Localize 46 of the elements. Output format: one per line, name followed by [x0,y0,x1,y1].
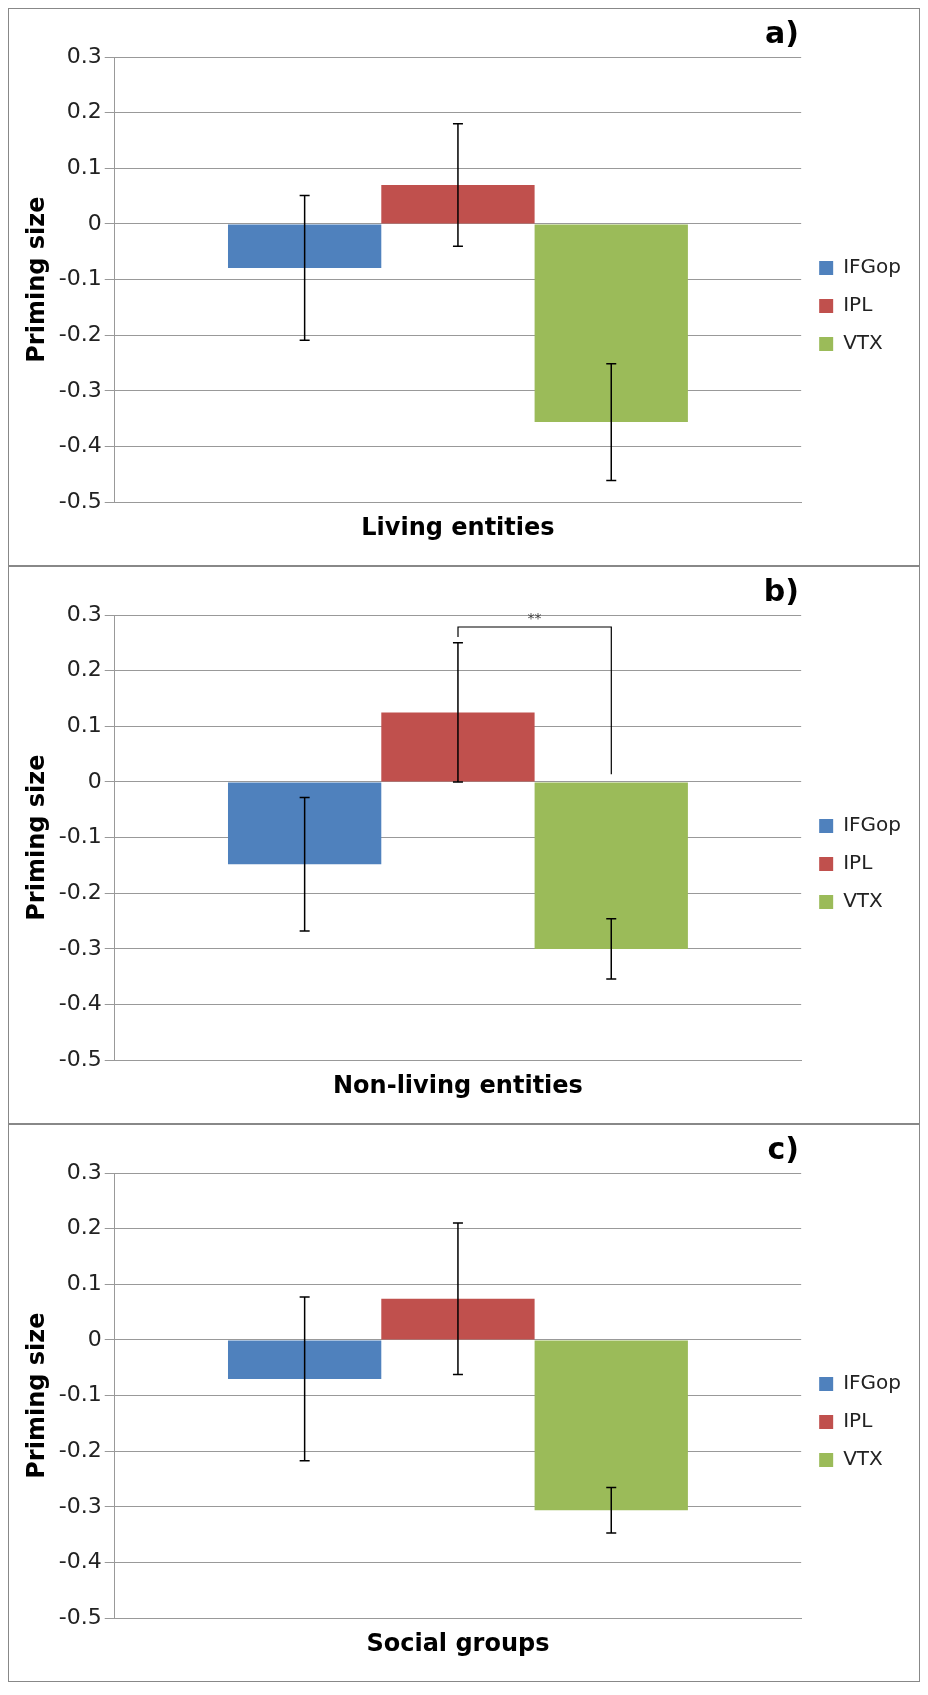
y-tick-label: 0.2 [66,98,102,124]
y-tick-label: -0.2 [58,878,102,904]
y-tick-label: -0.4 [58,1548,102,1574]
y-tick-label: -0.5 [58,487,102,513]
y-tick-label: -0.2 [58,320,102,346]
chart-title: b) [763,573,799,608]
y-tick-label: 0.3 [66,42,102,68]
y-tick-label: -0.1 [58,265,102,291]
chart-title: c) [767,1131,799,1166]
y-tick-label: 0.2 [66,656,102,682]
y-tick-label: 0.2 [66,1214,102,1240]
legend-label: VTX [843,888,884,913]
y-tick-label: -0.3 [58,376,102,402]
y-tick-label: -0.1 [58,1381,102,1407]
y-tick-label: 0.3 [66,600,102,626]
legend-label: VTX [843,330,884,355]
x-tick-label: Non-living entities [333,1070,583,1099]
legend-label: IPL [843,850,874,875]
y-tick-label: 0.1 [66,154,102,180]
x-tick-label: Social groups [366,1628,550,1657]
y-tick-label: -0.3 [58,934,102,960]
legend-label: VTX [843,1446,884,1471]
x-tick-label: Living entities [361,512,555,541]
y-tick-label: -0.5 [58,1045,102,1071]
y-axis-title: Priming size [21,1312,50,1479]
chart-title: a) [765,15,799,50]
y-tick-label: 0 [87,767,102,793]
y-axis-title: Priming size [21,754,50,921]
legend-label: IFGop [843,1370,902,1395]
y-tick-label: -0.1 [58,823,102,849]
legend-label: IFGop [843,254,902,279]
legend-label: IPL [843,292,874,317]
y-tick-label: 0.3 [66,1158,102,1184]
y-tick-label: -0.5 [58,1603,102,1629]
y-axis-title: Priming size [21,196,50,363]
y-tick-label: -0.4 [58,990,102,1016]
y-tick-label: 0 [87,209,102,235]
y-tick-label: -0.2 [58,1436,102,1462]
y-tick-label: -0.4 [58,432,102,458]
annotation: ** [526,609,543,626]
y-tick-label: 0.1 [66,712,102,738]
y-tick-label: 0.1 [66,1270,102,1296]
legend-label: IFGop [843,812,902,837]
legend-label: IPL [843,1408,874,1433]
y-tick-label: 0 [87,1325,102,1351]
y-tick-label: -0.3 [58,1492,102,1518]
